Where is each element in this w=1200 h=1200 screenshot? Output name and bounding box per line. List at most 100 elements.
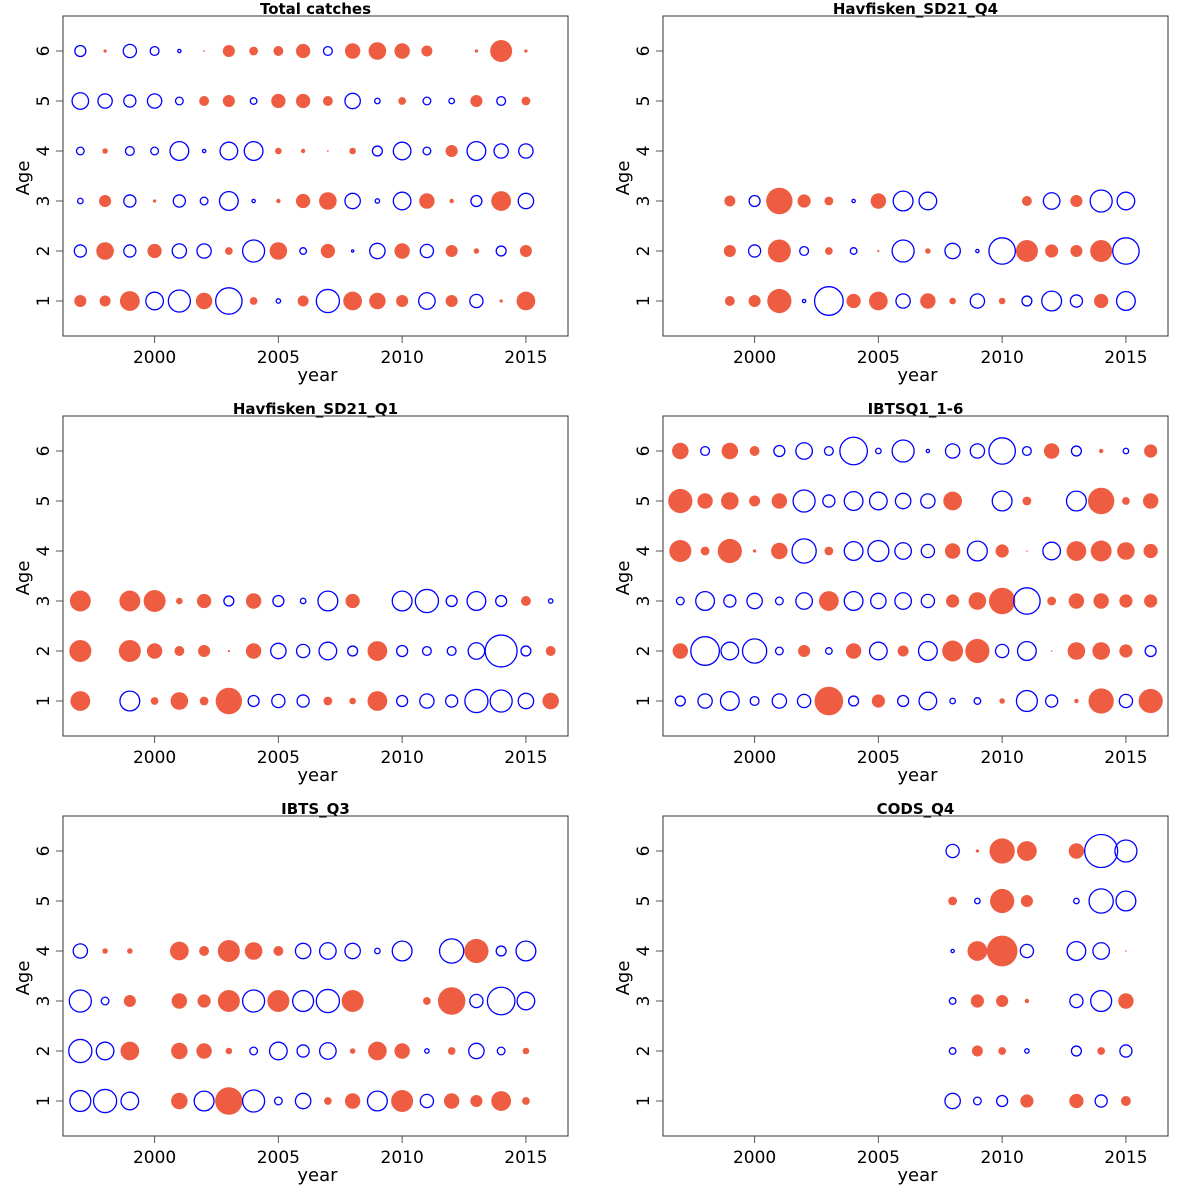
bubble-positive (942, 640, 964, 662)
bubble-negative (315, 288, 341, 314)
bubble-negative (318, 641, 338, 661)
bubble-negative (100, 996, 110, 1006)
bubble-positive (1144, 594, 1158, 608)
bubble-positive (1047, 596, 1057, 606)
bubble-negative (944, 443, 961, 459)
bubble-positive (119, 291, 140, 311)
x-tick-label: 2005 (257, 1148, 300, 1168)
bubble-positive (447, 1047, 456, 1055)
bubble-positive (871, 694, 885, 708)
bubble-negative (1092, 942, 1111, 960)
bubble-negative (944, 242, 961, 260)
bubble-negative (1065, 490, 1087, 512)
bubble-positive (344, 1093, 361, 1109)
bubble-positive (118, 640, 141, 662)
bubble-positive (197, 994, 211, 1008)
bubble-negative (167, 289, 191, 313)
bubble-positive (227, 649, 230, 653)
bubble-negative (918, 191, 938, 211)
bubble-positive (846, 293, 861, 309)
bubble-positive (1043, 443, 1060, 459)
bubble-positive (398, 97, 406, 105)
bubble-negative (1084, 833, 1119, 869)
bubbles (723, 187, 1140, 316)
bubble-negative (843, 491, 864, 512)
bubble-negative (969, 293, 986, 309)
bubble-positive (824, 546, 834, 556)
bubble-negative (843, 590, 864, 611)
bubble-positive (995, 544, 1009, 558)
y-tick-label: 5 (634, 896, 654, 907)
bubble-positive (998, 297, 1006, 305)
bubble-positive (203, 50, 205, 52)
bubble-positive (143, 590, 166, 612)
y-tick-label: 1 (634, 296, 654, 307)
y-tick-label: 3 (634, 596, 654, 607)
bubble-positive (1069, 1093, 1084, 1109)
bubble-negative (495, 245, 507, 257)
bubble-negative (749, 695, 760, 707)
bubble-negative (448, 97, 456, 105)
bubble-negative (295, 643, 311, 659)
bubble-positive (419, 193, 435, 209)
bubble-negative (520, 645, 532, 657)
bubble-negative (193, 1090, 215, 1112)
bubble-negative (723, 594, 737, 608)
bubble-positive (968, 592, 987, 610)
bubble-positive (319, 192, 337, 210)
bubble-positive (724, 296, 735, 306)
bubble-negative (123, 194, 137, 208)
bubble-negative (719, 690, 740, 711)
bubble-positive (869, 291, 888, 311)
bubble-positive (322, 96, 333, 106)
bubble-negative (925, 448, 931, 454)
bubble-positive (152, 199, 157, 203)
bubble-positive (870, 193, 887, 209)
bubble-positive (368, 1041, 387, 1061)
bubble-negative (424, 1048, 430, 1054)
bubble-positive (749, 495, 761, 507)
bubble-positive (748, 294, 761, 308)
bubbles (668, 436, 1163, 716)
x-tick-label: 2015 (504, 748, 547, 768)
bubble-negative (1021, 445, 1032, 457)
bubble-negative (517, 692, 535, 710)
bubble-positive (1074, 698, 1079, 704)
bubble-positive (1024, 998, 1030, 1004)
bubble-negative (1115, 290, 1136, 311)
bubble-positive (196, 1043, 212, 1059)
bubble-negative (73, 244, 88, 258)
bubble-negative (851, 198, 856, 204)
y-tick-label: 4 (34, 546, 54, 557)
bubble-negative (299, 247, 308, 255)
bubble-negative (241, 239, 266, 263)
bubble-negative (395, 694, 409, 708)
plot-frame (662, 815, 1169, 1137)
bubble-negative (149, 45, 160, 57)
bubble-negative (249, 97, 258, 105)
bubble-positive (797, 194, 811, 208)
bubble-positive (1070, 244, 1083, 258)
x-tick-label: 2010 (981, 748, 1024, 768)
bubble-positive (491, 191, 512, 211)
bubble-negative (294, 942, 312, 960)
plot-frame (62, 15, 569, 337)
bubble-positive (127, 948, 133, 954)
x-tick-label: 2010 (381, 1148, 424, 1168)
bubble-positive (845, 643, 862, 659)
bubble-negative (69, 1089, 92, 1113)
bubble-negative (374, 198, 381, 204)
bubble-negative (991, 490, 1013, 512)
bubble-positive (996, 994, 1009, 1008)
bubble-negative (995, 1094, 1009, 1108)
bubble-negative (219, 141, 239, 161)
bubble-positive (449, 198, 454, 204)
bubble-negative (1041, 290, 1063, 312)
bubble-negative (1119, 1044, 1133, 1058)
bubble-negative (700, 445, 711, 457)
bubble-positive (967, 941, 988, 961)
bubble-negative (344, 192, 361, 210)
bubble-negative (796, 693, 812, 709)
bubble-positive (988, 587, 1016, 615)
bubble-positive (171, 1042, 188, 1060)
